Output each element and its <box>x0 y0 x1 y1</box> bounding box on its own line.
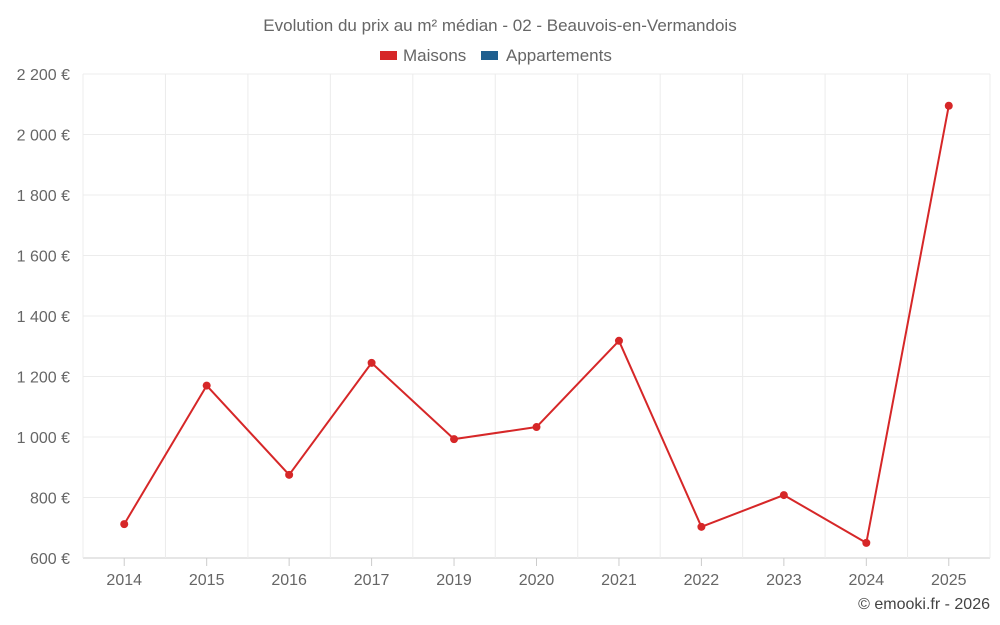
data-point[interactable] <box>944 101 953 110</box>
data-point[interactable] <box>614 336 623 345</box>
grid <box>82 73 991 559</box>
legend-label-maisons[interactable]: Maisons <box>403 46 466 65</box>
data-point[interactable] <box>202 381 211 390</box>
data-point[interactable] <box>367 358 376 367</box>
x-tick-label: 2023 <box>766 572 802 589</box>
data-point[interactable] <box>862 538 871 547</box>
y-tick-label: 2 200 € <box>17 67 70 84</box>
x-tick-label: 2024 <box>849 572 885 589</box>
y-tick-label: 600 € <box>30 551 70 568</box>
data-point[interactable] <box>285 470 294 479</box>
y-tick-label: 1 400 € <box>17 309 70 326</box>
y-tick-label: 800 € <box>30 491 70 508</box>
x-tick-label: 2021 <box>601 572 637 589</box>
x-tick-label: 2025 <box>931 572 967 589</box>
y-tick-label: 1 800 € <box>17 188 70 205</box>
y-axis-labels: 600 € 800 € 1 000 € 1 200 € 1 400 € 1 600 € 1 … <box>17 67 70 568</box>
x-tick-label: 2016 <box>271 572 307 589</box>
y-tick-label: 1 600 € <box>17 249 70 266</box>
data-point[interactable] <box>697 522 706 531</box>
legend-swatch-maisons <box>380 51 397 60</box>
x-tick-label: 2022 <box>684 572 720 589</box>
credit-text[interactable]: © emooki.fr - 2026 <box>858 596 990 613</box>
data-point[interactable] <box>120 520 129 529</box>
y-tick-label: 2 000 € <box>17 128 70 145</box>
x-axis-labels: 2014 2015 2016 2017 2019 2020 2021 2022 2023 2024… <box>106 558 967 589</box>
data-point[interactable] <box>450 435 459 444</box>
x-tick-label: 2014 <box>106 572 142 589</box>
legend-label-appartements[interactable]: Appartements <box>506 46 612 65</box>
data-point[interactable] <box>779 491 788 500</box>
y-tick-label: 1 000 € <box>17 430 70 447</box>
x-tick-label: 2015 <box>189 572 225 589</box>
data-point[interactable] <box>532 423 541 432</box>
series-maisons <box>120 101 953 547</box>
x-tick-label: 2020 <box>519 572 555 589</box>
legend-swatch-appartements <box>481 51 498 60</box>
y-tick-label: 1 200 € <box>17 370 70 387</box>
x-tick-label: 2019 <box>436 572 472 589</box>
legend: Maisons Appartements <box>380 46 612 65</box>
x-tick-label: 2017 <box>354 572 390 589</box>
chart-title: Evolution du prix au m² médian - 02 - Be… <box>263 16 736 35</box>
